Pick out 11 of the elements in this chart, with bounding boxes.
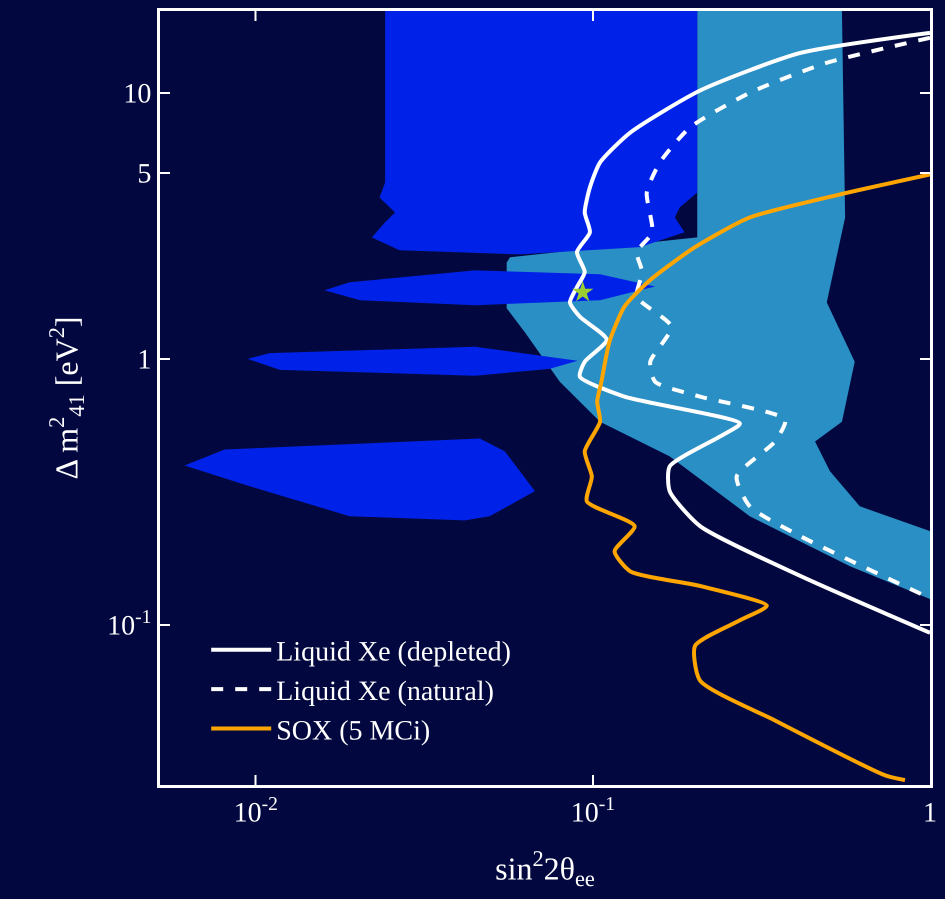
x-tick-label: 10$^{-2}$	[234, 794, 278, 829]
legend-label: SOX (5 MCi)	[276, 715, 430, 746]
y-tick-label: 5	[137, 158, 152, 190]
y-tick-label: 1	[137, 344, 152, 376]
legend-label: Liquid Xe (natural)	[276, 676, 494, 708]
y-tick-label: 10	[123, 78, 152, 110]
x-tick-label: 1	[923, 798, 937, 829]
x-axis-title: sin$^{2}$2θ$_{ee}$	[495, 846, 595, 892]
legend-label: Liquid Xe (depleted)	[276, 636, 512, 668]
x-tick-label: 10$^{-1}$	[570, 794, 616, 829]
y-tick-label: 10$^{-1}$	[107, 606, 152, 642]
